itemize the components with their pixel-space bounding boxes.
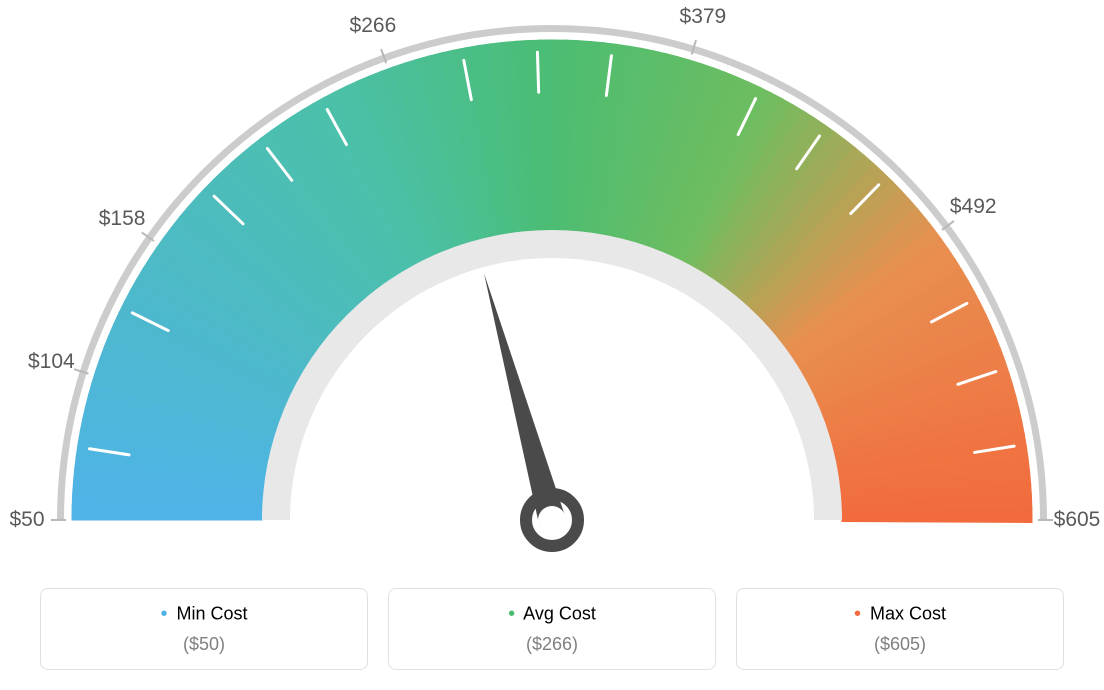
tick-label: $605 [1054, 508, 1101, 532]
legend-max-cost: • Max Cost ($605) [736, 588, 1064, 670]
legend-min-value: ($50) [51, 634, 357, 655]
gauge-svg [0, 0, 1104, 560]
tick-label: $492 [950, 195, 997, 219]
tick-label: $379 [680, 5, 727, 29]
gauge-chart-container: $50 $104 $158 $266 $379 $492 $605 • Min Cost (… [0, 0, 1104, 690]
legend-min-label: Min Cost [177, 603, 248, 623]
legend-avg-title: • Avg Cost [399, 603, 705, 626]
tick-label: $50 [9, 508, 44, 532]
legend-min-dot: • [160, 603, 167, 625]
legend-avg-cost: • Avg Cost ($266) [388, 588, 716, 670]
legend-avg-label: Avg Cost [523, 603, 596, 623]
legend-max-value: ($605) [747, 634, 1053, 655]
legend-row: • Min Cost ($50) • Avg Cost ($266) • Max… [40, 588, 1064, 670]
legend-avg-dot: • [508, 603, 515, 625]
tick-label: $158 [99, 207, 146, 231]
legend-min-cost: • Min Cost ($50) [40, 588, 368, 670]
tick-label: $266 [350, 14, 397, 38]
legend-max-dot: • [854, 603, 861, 625]
gauge-area: $50 $104 $158 $266 $379 $492 $605 [0, 0, 1104, 560]
legend-max-label: Max Cost [870, 603, 946, 623]
legend-avg-value: ($266) [399, 634, 705, 655]
legend-min-title: • Min Cost [51, 603, 357, 626]
tick-label: $104 [28, 350, 75, 374]
legend-max-title: • Max Cost [747, 603, 1053, 626]
